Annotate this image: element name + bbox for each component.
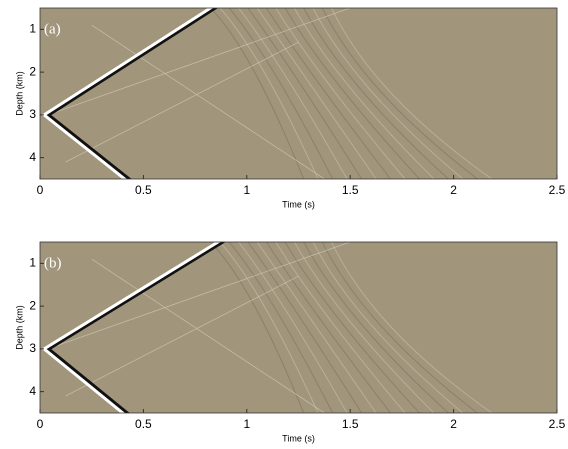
reflection [50,242,351,413]
x-tick-label: 0 [37,183,44,197]
scatter-arc [284,242,420,413]
x-tick-label: 1.5 [342,417,359,431]
scatter-arc [228,242,334,413]
scatter-arc [312,8,464,179]
y-axis-label: Depth (km) [14,305,24,350]
direct-wave-dark [42,242,226,413]
scatter-arc [321,242,478,413]
scatter-arc [265,8,391,179]
scatter-arc [238,8,348,179]
y-tick-label: 3 [29,341,36,355]
direct-wave-light [41,242,221,413]
x-tick-label: 0 [37,417,44,431]
scatter-arc [293,242,435,413]
scatter-arc [256,242,377,413]
plot-background [40,242,557,413]
panel-label: (a) [44,21,61,37]
scatter-arc [265,242,391,413]
x-tick-label: 2 [450,183,457,197]
scatter-arc [219,8,319,179]
scatter-arc [312,242,464,413]
wavefield [41,8,493,179]
scatter-arc [228,8,334,179]
direct-wave-light [41,8,214,179]
x-axis-label: Time (s) [282,433,315,443]
x-tick-label: 2.5 [549,183,566,197]
scatter-arc [303,242,449,413]
x-tick-label: 1.5 [342,183,359,197]
panel: (a) 0 0.5 1 1.5 2 2.5 1 2 3 4 Time (s) Depth (km) [14,7,566,209]
y-tick-label: 4 [29,150,36,164]
x-axis-label: Time (s) [282,199,315,209]
plot-background [40,8,557,179]
scatter-arc [331,242,493,413]
scatter-arc [256,8,377,179]
direct-wave-dark [42,8,219,179]
y-axis-label: Depth (km) [14,71,24,116]
x-tick-label: 2.5 [549,417,566,431]
x-tick-label: 1 [243,183,250,197]
x-tick-label: 0.5 [135,183,152,197]
y-tick-label: 2 [29,298,36,312]
scatter-arc [210,8,305,179]
scatter-arc [238,242,348,413]
scatter-arc [303,8,449,179]
y-tick-label: 4 [29,384,36,398]
panel-label: (b) [44,255,62,271]
reflection [50,8,351,179]
scatter-arc [219,242,319,413]
y-tick-label: 3 [29,107,36,121]
y-tick-label: 2 [29,64,36,78]
scatter-arc [275,8,406,179]
y-tick-label: 1 [29,22,36,36]
scatter-arc [247,8,363,179]
wavefield [41,242,493,413]
x-tick-label: 2 [450,417,457,431]
scatter-arc [210,242,305,413]
scatter-arc [331,8,493,179]
plot-frame [39,241,558,414]
scatter-arc [275,242,406,413]
scatter-arc [247,242,363,413]
plot-frame [39,7,558,180]
y-tick-label: 1 [29,256,36,270]
x-tick-label: 0.5 [135,417,152,431]
scatter-arc [284,8,420,179]
panel: (b) 0 0.5 1 1.5 2 2.5 1 2 3 4 Time (s) Depth (km) [14,241,566,443]
scatter-arc [321,8,478,179]
scatter-arc [293,8,435,179]
x-tick-label: 1 [243,417,250,431]
